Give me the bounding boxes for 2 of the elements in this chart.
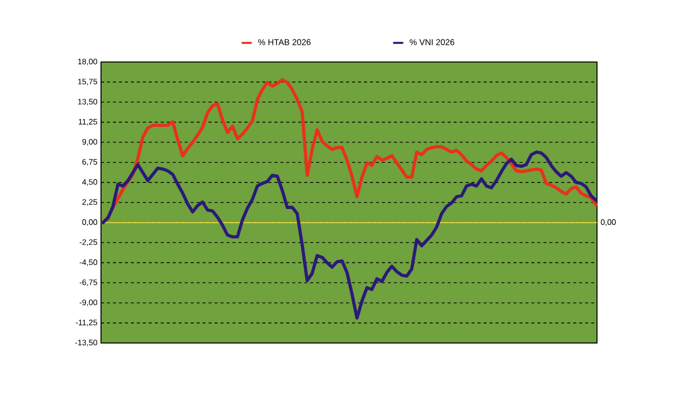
legend-label: % VNI 2026: [410, 39, 454, 46]
legend-label: % HTAB 2026: [258, 39, 311, 46]
